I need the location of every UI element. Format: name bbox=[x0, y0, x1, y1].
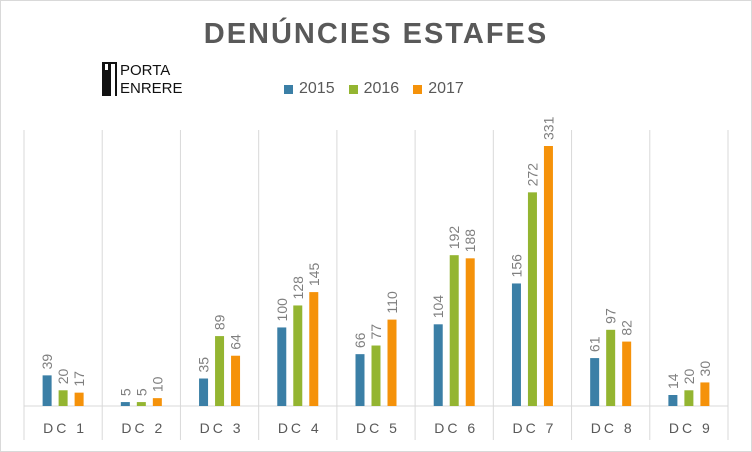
bar-2015-dc8 bbox=[590, 358, 600, 406]
data-label: 66 bbox=[352, 332, 368, 348]
legend-label-2015: 2015 bbox=[299, 80, 335, 97]
data-label: 128 bbox=[290, 276, 306, 300]
category-label: DC 8 bbox=[591, 420, 635, 436]
chart-legend: 2015 2016 2017 bbox=[284, 80, 464, 98]
data-label: 77 bbox=[368, 324, 384, 340]
data-label: 82 bbox=[619, 320, 635, 336]
bar-2017-dc8 bbox=[622, 341, 632, 406]
data-label: 10 bbox=[149, 376, 165, 392]
data-label: 35 bbox=[196, 357, 212, 373]
data-label: 64 bbox=[228, 334, 244, 350]
bar-2016-dc4 bbox=[293, 305, 303, 406]
category-label: DC 9 bbox=[669, 420, 713, 436]
bar-2017-dc3 bbox=[231, 355, 241, 406]
bar-2015-dc7 bbox=[511, 283, 521, 406]
data-label: 100 bbox=[274, 298, 290, 322]
logo-text-line2: ENRERE bbox=[120, 80, 183, 97]
data-label: 192 bbox=[446, 226, 462, 250]
bar-2017-dc2 bbox=[152, 398, 162, 406]
legend-swatch-2017 bbox=[413, 84, 423, 94]
data-label: 104 bbox=[430, 295, 446, 319]
bar-2016-dc6 bbox=[449, 255, 459, 406]
legend-item-2015: 2015 bbox=[284, 80, 335, 98]
data-label: 97 bbox=[603, 308, 619, 324]
chart-title: DENÚNCIES ESTAFES bbox=[203, 18, 549, 50]
category-label: DC 2 bbox=[121, 420, 165, 436]
bar-2015-dc2 bbox=[120, 402, 130, 406]
legend-swatch-2016 bbox=[348, 84, 358, 94]
bar-2016-dc1 bbox=[58, 390, 68, 406]
data-label: 89 bbox=[212, 314, 228, 330]
data-label: 331 bbox=[540, 116, 556, 140]
category-label: DC 3 bbox=[200, 420, 244, 436]
category-label: DC 4 bbox=[278, 420, 322, 436]
data-label: 145 bbox=[306, 263, 322, 287]
bar-2016-dc7 bbox=[527, 192, 537, 406]
bar-2016-dc2 bbox=[136, 402, 146, 406]
bar-2015-dc4 bbox=[277, 327, 287, 406]
bar-2016-dc9 bbox=[684, 390, 694, 406]
bar-2016-dc3 bbox=[215, 336, 225, 406]
data-label: 272 bbox=[524, 163, 540, 187]
bar-2015-dc9 bbox=[668, 395, 678, 406]
bar-2017-dc9 bbox=[700, 382, 710, 406]
bar-2017-dc7 bbox=[543, 146, 553, 406]
data-label: 17 bbox=[71, 371, 87, 387]
bar-2017-dc4 bbox=[309, 292, 319, 406]
data-label: 30 bbox=[697, 361, 713, 377]
category-label: DC 1 bbox=[43, 420, 87, 436]
bar-2016-dc5 bbox=[371, 345, 381, 406]
legend-label-2016: 2016 bbox=[363, 80, 400, 97]
bar-2017-dc6 bbox=[465, 258, 475, 406]
category-label: DC 6 bbox=[434, 420, 478, 436]
data-label: 188 bbox=[462, 229, 478, 253]
data-label: 14 bbox=[665, 373, 681, 389]
legend-item-2016: 2016 bbox=[348, 80, 400, 98]
porta-enrere-logo: PORTA ENRERE bbox=[100, 60, 184, 98]
bar-2017-dc1 bbox=[74, 392, 84, 406]
bar-2016-dc8 bbox=[606, 329, 616, 406]
legend-item-2017: 2017 bbox=[413, 80, 464, 98]
data-label: 39 bbox=[39, 354, 55, 370]
bar-2015-dc6 bbox=[433, 324, 443, 406]
logo-text-line1: PORTA bbox=[120, 62, 170, 79]
bar-2015-dc5 bbox=[355, 354, 365, 406]
data-label: 20 bbox=[681, 369, 697, 385]
data-label: 20 bbox=[55, 369, 71, 385]
data-label: 110 bbox=[384, 291, 400, 314]
bar-2017-dc5 bbox=[387, 319, 397, 406]
bar-2015-dc3 bbox=[199, 378, 209, 406]
legend-swatch-2015 bbox=[284, 84, 293, 94]
legend-label-2017: 2017 bbox=[428, 80, 464, 97]
bar-2015-dc1 bbox=[42, 375, 52, 406]
category-label: DC 7 bbox=[512, 420, 556, 436]
data-label: 5 bbox=[133, 388, 149, 396]
data-label: 61 bbox=[587, 336, 603, 352]
data-label: 5 bbox=[117, 388, 133, 396]
category-label: DC 5 bbox=[356, 420, 400, 436]
data-label: 156 bbox=[508, 254, 524, 278]
